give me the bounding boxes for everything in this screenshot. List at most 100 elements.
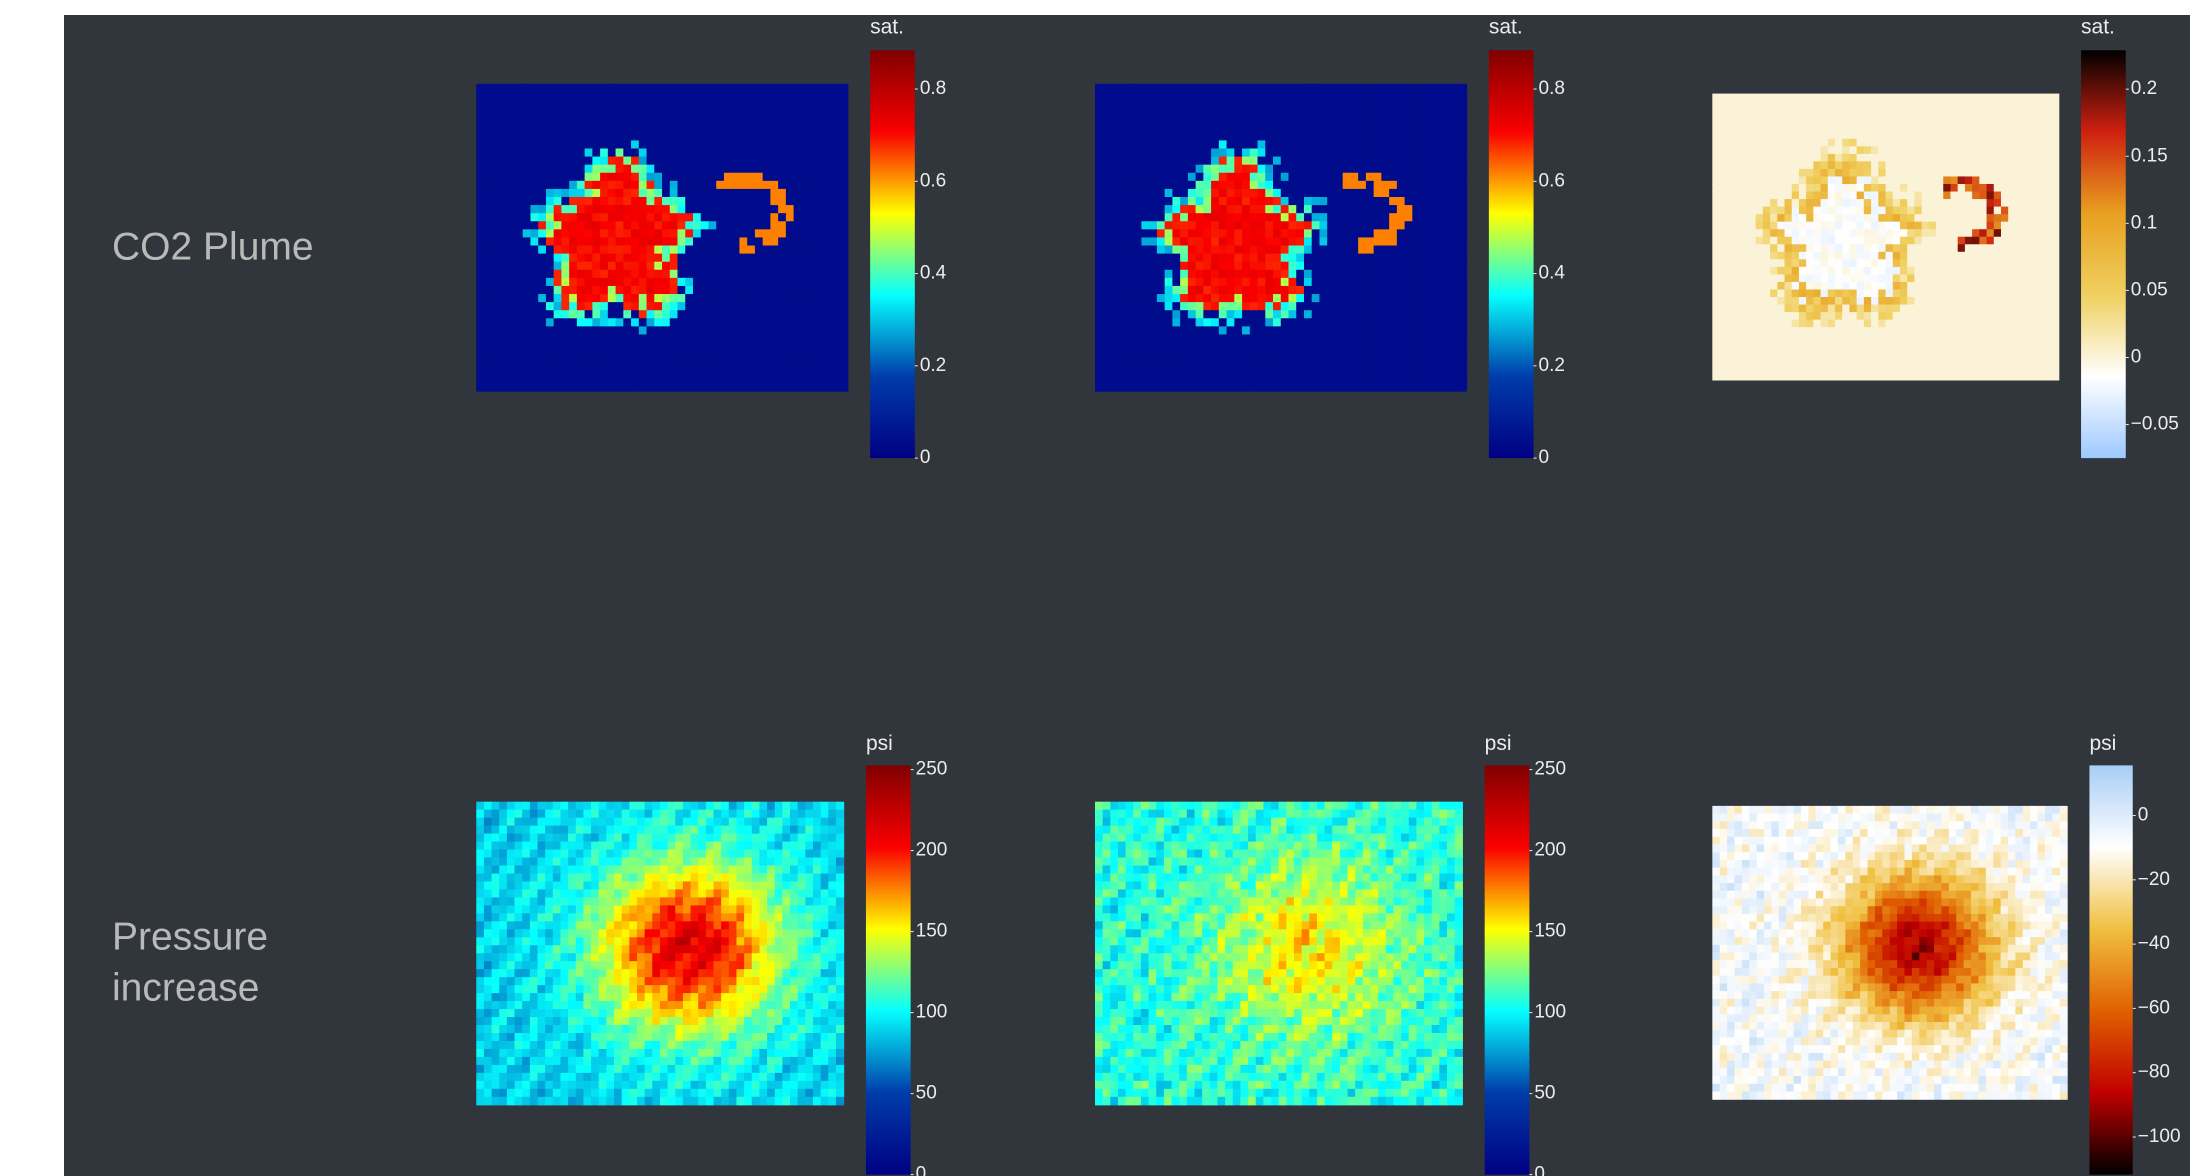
heatmap-cell bbox=[794, 92, 802, 101]
heatmap-cell bbox=[1420, 116, 1428, 125]
heatmap-cell bbox=[832, 237, 840, 246]
heatmap-cell bbox=[608, 375, 616, 384]
heatmap-cell bbox=[1712, 214, 1720, 222]
heatmap-cell bbox=[1172, 213, 1180, 222]
heatmap-cell bbox=[763, 343, 771, 352]
heatmap-cell bbox=[523, 310, 531, 319]
heatmap-cell bbox=[623, 246, 631, 255]
heatmap-cell bbox=[1258, 334, 1266, 343]
heatmap-cell bbox=[546, 148, 554, 157]
heatmap-cell bbox=[1777, 124, 1785, 132]
heatmap-cell bbox=[1893, 214, 1901, 222]
heatmap-cell bbox=[1799, 139, 1807, 147]
heatmap-cell bbox=[763, 302, 771, 311]
heatmap-cell bbox=[1134, 148, 1142, 157]
heatmap-cell bbox=[1420, 108, 1428, 117]
heatmap-cell bbox=[1180, 181, 1188, 190]
heatmap-cell bbox=[1835, 267, 1843, 275]
heatmap-cell bbox=[647, 181, 655, 190]
heatmap-cell bbox=[1907, 259, 1915, 267]
heatmap-cell bbox=[1857, 282, 1865, 290]
heatmap-cell bbox=[1281, 318, 1289, 327]
heatmap-cell bbox=[1180, 334, 1188, 343]
heatmap-cell bbox=[639, 278, 647, 287]
heatmap-cell bbox=[1149, 100, 1157, 109]
heatmap-cell bbox=[1242, 100, 1250, 109]
heatmap-cell bbox=[693, 205, 701, 214]
heatmap-cell bbox=[825, 262, 833, 271]
heatmap-cell bbox=[577, 181, 585, 190]
heatmap-cell bbox=[1886, 154, 1894, 162]
heatmap-cell bbox=[1165, 286, 1173, 295]
heatmap-cell bbox=[840, 205, 848, 214]
heatmap-cell bbox=[662, 221, 670, 230]
heatmap-cell bbox=[2051, 139, 2059, 147]
heatmap-cell bbox=[631, 294, 639, 303]
heatmap-cell bbox=[662, 100, 670, 109]
heatmap-cell bbox=[1343, 367, 1351, 376]
heatmap-cell bbox=[763, 359, 771, 368]
heatmap-cell bbox=[1095, 189, 1103, 198]
heatmap-cell bbox=[1258, 181, 1266, 190]
heatmap-cell bbox=[1748, 207, 1756, 215]
heatmap-cell bbox=[1234, 116, 1242, 125]
heatmap bbox=[1712, 94, 2059, 381]
heatmap-cell bbox=[1443, 359, 1451, 368]
heatmap-cell bbox=[554, 270, 562, 279]
heatmap-cell bbox=[1134, 84, 1142, 93]
heatmap-cell bbox=[1397, 221, 1405, 230]
heatmap-cell bbox=[685, 310, 693, 319]
heatmap-cell bbox=[1389, 181, 1397, 190]
heatmap-cell bbox=[523, 367, 531, 376]
heatmap-cell bbox=[732, 140, 740, 149]
heatmap-cell bbox=[654, 221, 662, 230]
heatmap-cell bbox=[770, 181, 778, 190]
heatmap-cell bbox=[569, 294, 577, 303]
heatmap-cell bbox=[763, 237, 771, 246]
heatmap-cell bbox=[577, 189, 585, 198]
heatmap-cell bbox=[1366, 351, 1374, 360]
heatmap-cell bbox=[2023, 244, 2031, 252]
heatmap-cell bbox=[1770, 124, 1778, 132]
heatmap-cell bbox=[708, 132, 716, 141]
heatmap-cell bbox=[507, 246, 515, 255]
heatmap-cell bbox=[1871, 116, 1879, 124]
heatmap-cell bbox=[616, 108, 624, 117]
heatmap-cell bbox=[678, 343, 686, 352]
heatmap-cell bbox=[1134, 205, 1142, 214]
heatmap-cell bbox=[817, 148, 825, 157]
heatmap-cell bbox=[1813, 207, 1821, 215]
heatmap-cell bbox=[1397, 100, 1405, 109]
heatmap-cell bbox=[747, 359, 755, 368]
heatmap-cell bbox=[1821, 207, 1829, 215]
heatmap-cell bbox=[817, 367, 825, 376]
heatmap-cell bbox=[1994, 267, 2002, 275]
heatmap-cell bbox=[1211, 262, 1219, 271]
heatmap-cell bbox=[1374, 262, 1382, 271]
heatmap-cell bbox=[678, 148, 686, 157]
heatmap-cell bbox=[569, 302, 577, 311]
heatmap-cell bbox=[1428, 140, 1436, 149]
heatmap-cell bbox=[1234, 343, 1242, 352]
heatmap-cell bbox=[1943, 267, 1951, 275]
heatmap-cell bbox=[492, 189, 500, 198]
heatmap-cell bbox=[1358, 310, 1366, 319]
heatmap-cell bbox=[1343, 375, 1351, 384]
heatmap-cell bbox=[739, 205, 747, 214]
heatmap-cell bbox=[701, 197, 709, 206]
heatmap-cell bbox=[1366, 100, 1374, 109]
heatmap-cell bbox=[809, 302, 817, 311]
heatmap-cell bbox=[2051, 229, 2059, 237]
heatmap-cell bbox=[1900, 131, 1908, 139]
heatmap-cell bbox=[809, 375, 817, 384]
heatmap-cell bbox=[1907, 274, 1915, 282]
heatmap-cell bbox=[639, 181, 647, 190]
heatmap-cell bbox=[1188, 189, 1196, 198]
heatmap-cell bbox=[1806, 289, 1814, 297]
heatmap-cell bbox=[616, 286, 624, 295]
heatmap-cell bbox=[1792, 116, 1800, 124]
heatmap-cell bbox=[1141, 165, 1149, 174]
heatmap-cell bbox=[569, 326, 577, 335]
heatmap-cell bbox=[1777, 139, 1785, 147]
heatmap-cell bbox=[1265, 278, 1273, 287]
